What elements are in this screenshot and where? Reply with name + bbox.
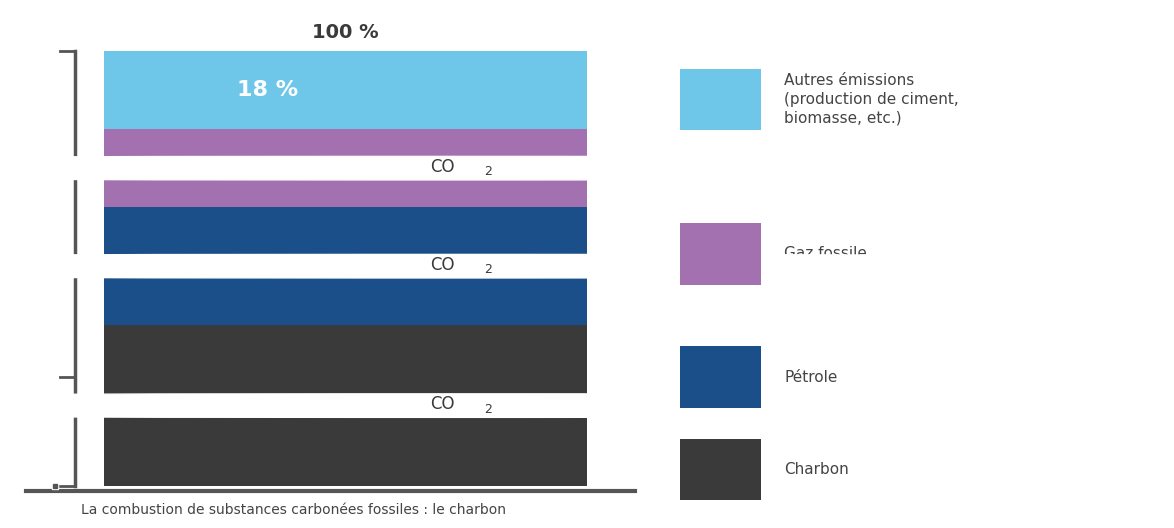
Text: 2: 2 [485, 263, 492, 276]
Text: 27 %: 27 % [237, 256, 298, 276]
Text: CO: CO [430, 158, 454, 176]
FancyBboxPatch shape [680, 346, 761, 408]
Text: Charbon: Charbon [784, 462, 849, 477]
FancyBboxPatch shape [0, 254, 1003, 278]
Text: La combustion de substances carbonées fossiles : le charbon: La combustion de substances carbonées fo… [81, 503, 506, 517]
Bar [103, 208, 587, 325]
Text: 18 %: 18 % [237, 80, 298, 100]
FancyBboxPatch shape [0, 394, 1003, 417]
FancyBboxPatch shape [680, 439, 761, 501]
Text: Gaz fossile: Gaz fossile [784, 246, 868, 261]
Bar [103, 129, 587, 208]
Text: 100 %: 100 % [312, 23, 379, 42]
Text: 2: 2 [485, 165, 492, 178]
FancyBboxPatch shape [680, 223, 761, 285]
Text: Autres émissions
(production de ciment,
biomasse, etc.): Autres émissions (production de ciment, … [784, 73, 959, 126]
Text: CO: CO [430, 256, 454, 274]
Text: Pétrole: Pétrole [784, 370, 837, 384]
FancyBboxPatch shape [0, 156, 1003, 180]
Text: CO: CO [430, 395, 454, 413]
FancyBboxPatch shape [680, 69, 761, 130]
Bar [103, 325, 587, 486]
Text: 37 %: 37 % [237, 395, 298, 416]
Text: 18 %: 18 % [237, 158, 298, 178]
Text: 2: 2 [485, 402, 492, 416]
Bar [103, 51, 587, 129]
